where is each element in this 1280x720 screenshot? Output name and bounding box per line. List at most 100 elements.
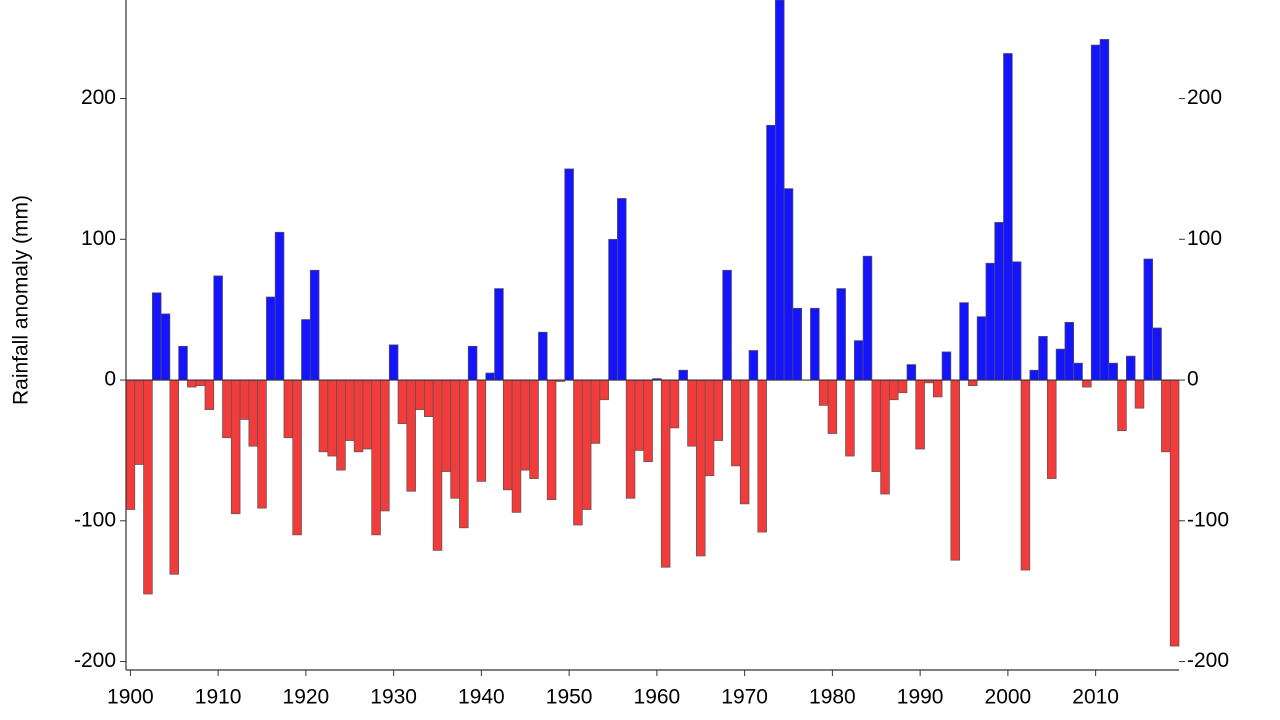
bar bbox=[502, 379, 513, 491]
bar bbox=[292, 379, 302, 536]
bar bbox=[1125, 355, 1136, 381]
y-tick-label: 200 bbox=[81, 86, 116, 109]
bar bbox=[301, 319, 311, 381]
bar bbox=[1117, 379, 1127, 432]
bar bbox=[985, 262, 996, 381]
bar bbox=[687, 379, 697, 447]
bar bbox=[283, 379, 294, 439]
bar bbox=[213, 275, 223, 381]
bar bbox=[1134, 379, 1145, 409]
bar bbox=[853, 340, 864, 381]
bar bbox=[125, 379, 136, 510]
bar bbox=[731, 379, 741, 467]
bar bbox=[266, 296, 276, 381]
bar bbox=[380, 379, 390, 512]
bar bbox=[774, 0, 785, 381]
bar bbox=[494, 288, 504, 381]
bar bbox=[415, 379, 425, 410]
bar bbox=[511, 379, 522, 513]
y2-tick-label: 0 bbox=[1187, 368, 1199, 391]
bar bbox=[467, 345, 478, 381]
bar bbox=[1003, 53, 1013, 381]
bar bbox=[590, 379, 601, 444]
y-tick-label: 0 bbox=[104, 368, 116, 391]
bar bbox=[1029, 369, 1039, 381]
x-tick-label: 1940 bbox=[458, 686, 505, 709]
bar bbox=[1038, 336, 1048, 381]
bar bbox=[1169, 379, 1180, 647]
bar bbox=[748, 350, 759, 381]
bar bbox=[581, 379, 592, 510]
bar bbox=[143, 379, 153, 595]
bar bbox=[432, 379, 443, 551]
bar bbox=[1152, 327, 1162, 381]
bar bbox=[880, 379, 890, 495]
bar bbox=[599, 379, 609, 401]
bar bbox=[810, 307, 820, 381]
bar bbox=[160, 313, 171, 381]
bar bbox=[441, 379, 452, 472]
x-tick-label: 1910 bbox=[195, 686, 242, 709]
bar bbox=[1108, 362, 1118, 381]
bar bbox=[643, 379, 653, 463]
y2-tick-label: 200 bbox=[1187, 86, 1222, 109]
bar bbox=[862, 255, 873, 381]
x-tick-label: 1960 bbox=[634, 686, 681, 709]
bar bbox=[1090, 44, 1101, 381]
x-tick-label: 1930 bbox=[370, 686, 417, 709]
bar bbox=[476, 379, 487, 482]
bar bbox=[195, 379, 206, 387]
bar bbox=[915, 379, 925, 450]
bar bbox=[362, 379, 373, 450]
bar bbox=[845, 379, 855, 457]
x-tick-label: 1950 bbox=[546, 686, 593, 709]
bar bbox=[1011, 261, 1022, 381]
x-tick-label: 1990 bbox=[897, 686, 944, 709]
x-tick-label: 1900 bbox=[107, 686, 154, 709]
bar bbox=[696, 379, 706, 557]
bar bbox=[959, 302, 969, 381]
bar bbox=[309, 269, 320, 381]
bar bbox=[371, 379, 381, 536]
bar bbox=[318, 379, 329, 453]
bar bbox=[239, 379, 250, 420]
x-tick-label: 2000 bbox=[985, 686, 1032, 709]
bar bbox=[941, 351, 952, 381]
bar bbox=[1099, 39, 1110, 381]
bar bbox=[230, 379, 241, 515]
bar bbox=[713, 379, 724, 441]
bar bbox=[871, 379, 881, 472]
bar bbox=[274, 231, 285, 381]
bar bbox=[739, 379, 750, 505]
bar bbox=[1064, 321, 1075, 381]
bar bbox=[520, 379, 530, 471]
bar bbox=[827, 379, 838, 434]
bar bbox=[704, 379, 715, 477]
bar bbox=[1047, 379, 1057, 479]
bar bbox=[897, 379, 908, 394]
bar bbox=[634, 379, 645, 451]
bar bbox=[950, 379, 960, 561]
y2-tick-label: -200 bbox=[1187, 649, 1229, 672]
bar bbox=[529, 379, 539, 479]
bar bbox=[573, 379, 583, 526]
bar bbox=[722, 269, 732, 381]
y-axis-label: Rainfall anomaly (mm) bbox=[10, 195, 33, 405]
y-tick-label: -100 bbox=[74, 508, 116, 531]
bar bbox=[397, 379, 408, 425]
bar bbox=[1055, 348, 1066, 381]
bar bbox=[836, 288, 846, 381]
bar bbox=[388, 344, 399, 381]
bar bbox=[889, 379, 899, 401]
bar bbox=[327, 379, 337, 457]
y2-tick-label: -100 bbox=[1187, 508, 1229, 531]
bar bbox=[994, 222, 1004, 381]
bar bbox=[353, 379, 364, 453]
y-tick-label: -200 bbox=[74, 649, 116, 672]
bar bbox=[1161, 379, 1171, 453]
bar bbox=[450, 379, 460, 499]
bar bbox=[783, 188, 794, 381]
x-tick-label: 2010 bbox=[1072, 686, 1119, 709]
bar bbox=[564, 168, 574, 381]
bar bbox=[968, 379, 978, 387]
